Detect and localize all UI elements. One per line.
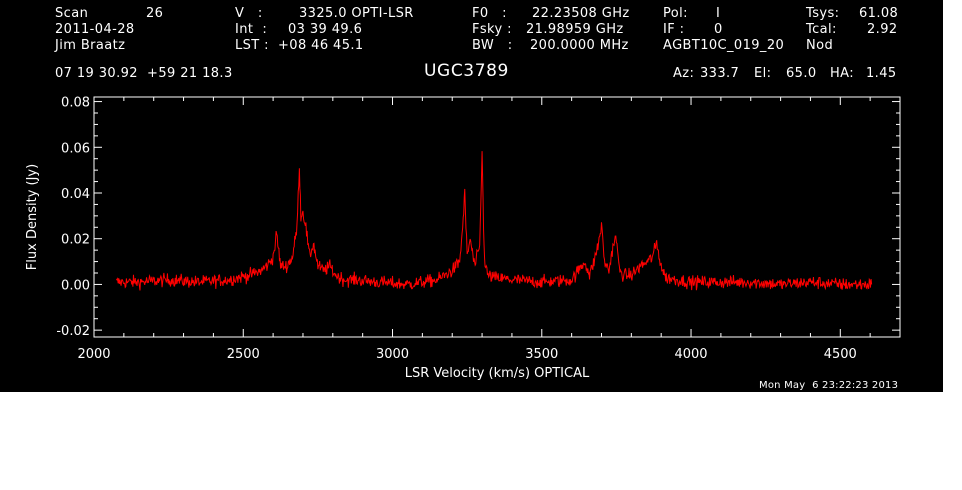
obs-date: 2011-04-28 (55, 22, 135, 37)
x-axis-label: LSR Velocity (km/s) OPTICAL (405, 366, 590, 381)
pol-value: I (716, 6, 721, 21)
pol-label: Pol: (663, 6, 688, 21)
tcal-label: Tcal: (806, 22, 837, 37)
x-tick-label: 2000 (77, 347, 110, 362)
if-value: 0 (714, 22, 723, 37)
source-coordinates: 07 19 30.92 +59 21 18.3 (55, 66, 233, 81)
y-tick-label: 0.04 (61, 187, 90, 202)
x-tick-label: 4500 (824, 347, 857, 362)
x-tick-label: 2500 (227, 347, 260, 362)
y-axis-label: Flux Density (Jy) (25, 164, 40, 270)
observer-name: Jim Braatz (55, 38, 126, 53)
lst-label: LST : (235, 38, 269, 53)
az-value: 333.7 (700, 66, 740, 81)
velocity-label: V : (235, 6, 263, 21)
fsky-value: 21.98959 GHz (526, 22, 624, 37)
spectrum-panel: 2000 2500 3000 3500 4000 4500 -0.02 0.00 0.02 0.0… (0, 0, 943, 392)
f0-label: F0 : (472, 6, 507, 21)
spectrum-line (115, 151, 873, 291)
ha-label: HA: (830, 66, 855, 81)
y-tick-label: 0.02 (61, 233, 90, 248)
tcal-value: 2.92 (867, 22, 898, 37)
velocity-value: 3325.0 OPTI-LSR (299, 6, 414, 21)
tsys-value: 61.08 (859, 6, 899, 21)
x-tick-label: 3500 (525, 347, 558, 362)
ha-value: 1.45 (866, 66, 897, 81)
bw-label: BW : (472, 38, 513, 53)
y-tick-label: 0.00 (61, 278, 90, 293)
y-tick-label: 0.06 (61, 141, 90, 156)
integration-label: Int : (235, 22, 268, 37)
source-name: UGC3789 (424, 61, 509, 81)
x-tick-label: 3000 (376, 347, 409, 362)
scan-number: 26 (146, 6, 164, 21)
bw-value: 200.0000 MHz (530, 38, 629, 53)
plot-timestamp: Mon May 6 23:22:23 2013 (759, 380, 899, 391)
y-tick-label: 0.08 (61, 96, 90, 111)
el-value: 65.0 (786, 66, 817, 81)
fsky-label: Fsky : (472, 22, 512, 37)
spectrum-chart: 2000 2500 3000 3500 4000 4500 -0.02 0.00 0.02 0.0… (25, 96, 901, 381)
tsys-label: Tsys: (806, 6, 840, 21)
project-id: AGBT10C_019_20 (663, 38, 785, 53)
y-tick-label: -0.02 (56, 324, 90, 339)
lst-value: +08 46 45.1 (278, 38, 364, 53)
plot-frame (93, 96, 901, 338)
x-tick-label: 4000 (674, 347, 707, 362)
integration-value: 03 39 49.6 (288, 22, 363, 37)
obs-mode: Nod (806, 38, 834, 53)
el-label: El: (754, 66, 772, 81)
scan-label: Scan (55, 6, 89, 21)
az-label: Az: (673, 66, 695, 81)
if-label: IF : (663, 22, 685, 37)
f0-value: 22.23508 GHz (532, 6, 630, 21)
